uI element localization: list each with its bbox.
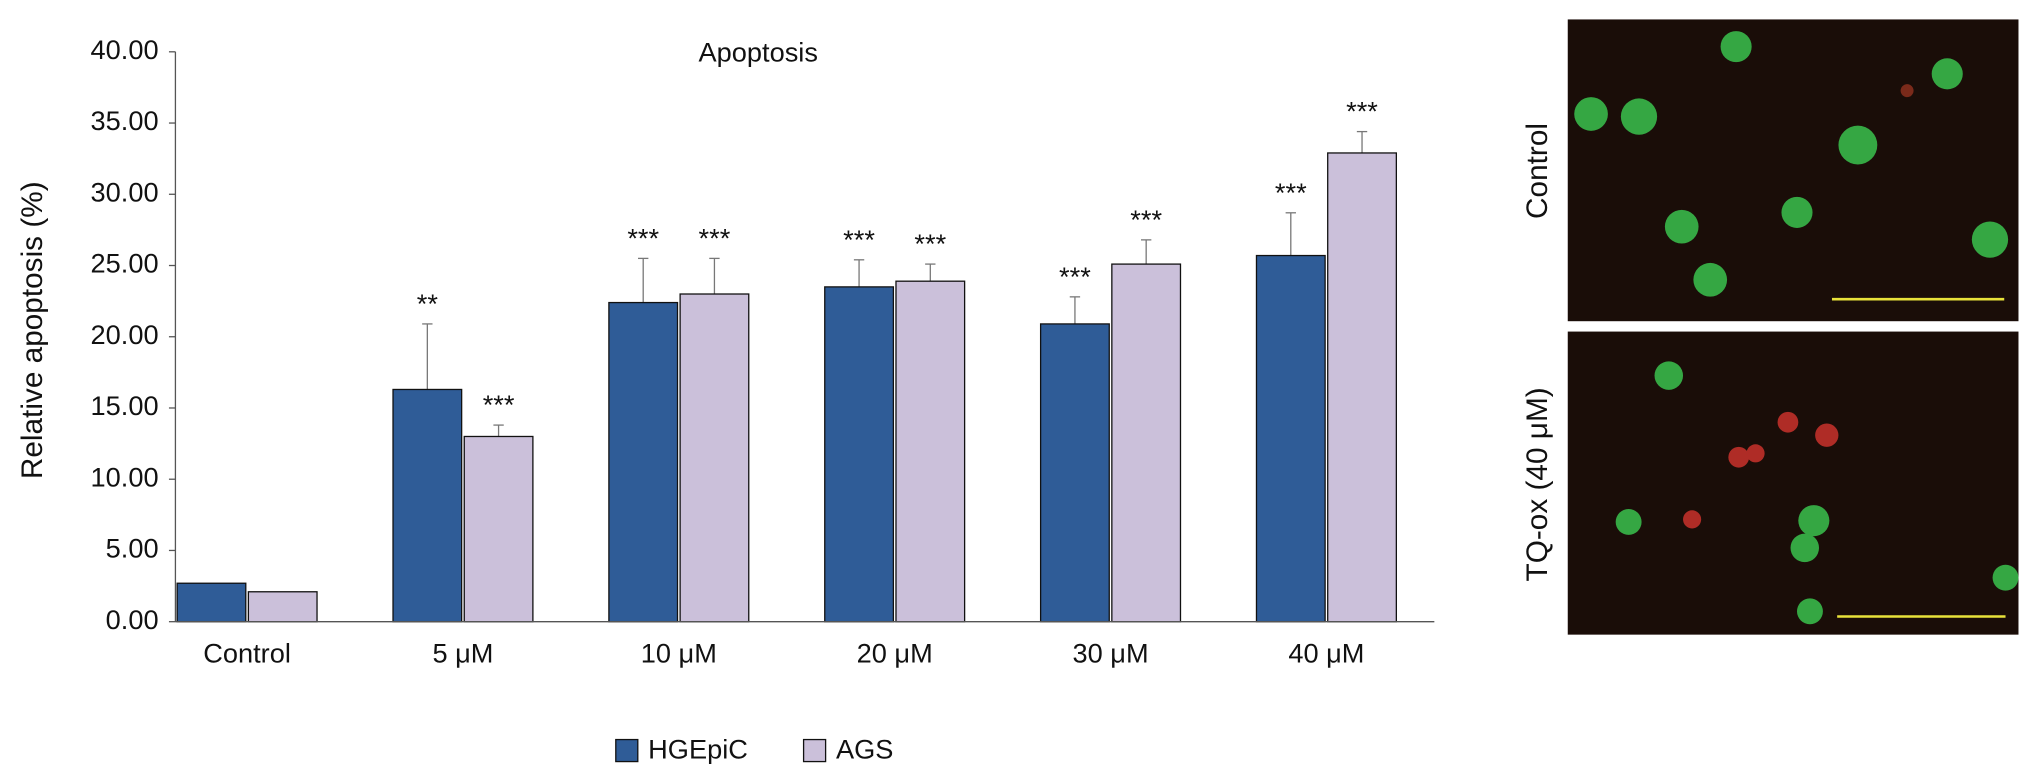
bar	[176, 582, 247, 623]
y-tick-label: 10.00	[91, 461, 159, 492]
x-tick-label: 5 μM	[432, 638, 493, 669]
x-tick-label: 10 μM	[641, 638, 717, 669]
legend-label: AGS	[836, 733, 893, 764]
significance-label: ***	[1346, 96, 1378, 127]
x-tick-label: Control	[203, 638, 291, 669]
image-label: Control	[1521, 123, 1554, 219]
chart-title: Apoptosis	[699, 37, 818, 68]
image-panel	[1567, 331, 2019, 635]
legend-swatch	[802, 738, 827, 763]
y-tick-label: 5.00	[106, 533, 159, 564]
significance-label: ***	[483, 389, 515, 420]
x-tick-label: 40 μM	[1288, 638, 1364, 669]
micrograph	[1567, 19, 2019, 635]
bar	[392, 388, 463, 623]
significance-label: ***	[1059, 261, 1091, 292]
bar	[824, 286, 895, 623]
significance-label: ***	[627, 222, 659, 253]
significance-label: ***	[699, 222, 731, 253]
y-tick-label: 20.00	[91, 319, 159, 350]
bar	[463, 435, 534, 623]
bar	[895, 280, 966, 623]
image-label: TQ-ox (40 μM)	[1521, 387, 1554, 581]
significance-label: ***	[843, 224, 875, 255]
y-tick-label: 15.00	[91, 390, 159, 421]
bar	[247, 591, 318, 623]
significance-label: ***	[1275, 177, 1307, 208]
legend-label: HGEpiC	[648, 733, 748, 764]
significance-label: **	[417, 288, 439, 319]
bar	[679, 293, 750, 623]
y-axis-label: Relative apoptosis (%)	[16, 181, 49, 479]
bar	[1039, 323, 1110, 623]
bar	[608, 301, 679, 623]
bar	[1327, 152, 1398, 623]
significance-label: ***	[914, 228, 946, 259]
legend-swatch	[615, 738, 639, 763]
bar	[1255, 254, 1326, 623]
x-tick-label: 30 μM	[1072, 638, 1148, 669]
bar	[1111, 263, 1182, 623]
y-tick-label: 35.00	[91, 105, 159, 136]
y-tick-label: 0.00	[106, 604, 159, 635]
y-tick-label: 25.00	[91, 248, 159, 279]
y-tick-label: 30.00	[91, 176, 159, 207]
x-tick-label: 20 μM	[857, 638, 933, 669]
y-tick-label: 40.00	[91, 34, 159, 65]
significance-label: ***	[1130, 204, 1162, 235]
